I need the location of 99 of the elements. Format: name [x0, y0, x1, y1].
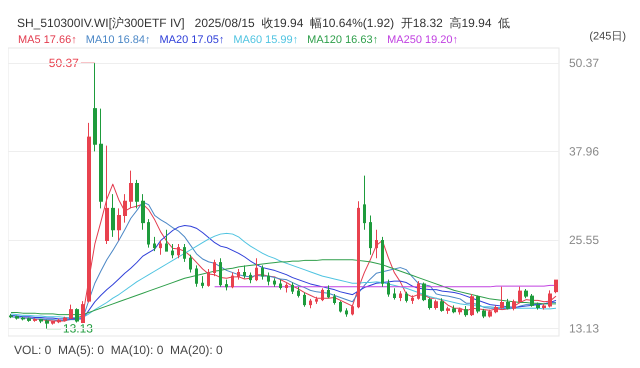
candlestick	[99, 108, 103, 209]
candlestick	[381, 236, 384, 288]
candlestick	[554, 280, 558, 294]
candlestick	[387, 279, 390, 298]
candlestick	[512, 299, 516, 311]
candlestick	[363, 175, 366, 230]
chart-title: SH_510300IV.WI[沪300ETF IV] 2025/08/15 收19.94 幅10.64%(1.92) 开18.32 高19.94 低	[17, 16, 510, 30]
candlestick	[159, 240, 162, 256]
candlestick	[69, 304, 73, 320]
candlestick	[411, 294, 414, 304]
text: MA10 16.84↑	[86, 34, 151, 46]
candlestick	[434, 299, 438, 310]
candlestick	[225, 279, 228, 291]
candlestick	[405, 291, 408, 303]
text: MA5 17.66↑	[18, 34, 77, 46]
candlestick	[375, 229, 378, 259]
candlestick	[309, 298, 312, 309]
candlestick	[464, 306, 468, 318]
candlestick	[15, 314, 19, 320]
candlestick	[123, 194, 127, 224]
candlestick	[27, 316, 31, 322]
candlestick	[45, 319, 49, 330]
text: VOL: 0 MA(5): 0 MA(10): 0 MA(20): 0	[14, 343, 224, 357]
candlestick	[147, 218, 150, 248]
candlestick	[9, 313, 13, 319]
candlestick	[201, 276, 204, 289]
line-series	[10, 259, 557, 316]
candlestick	[428, 297, 432, 310]
candlestick	[141, 194, 145, 230]
candlestick	[542, 303, 546, 310]
candlestick	[548, 290, 552, 308]
candlestick	[518, 286, 522, 304]
candlestick	[279, 279, 282, 290]
candlestick	[536, 302, 540, 310]
candlestick	[243, 264, 246, 279]
candlestick	[183, 244, 186, 262]
candlestick	[458, 306, 462, 316]
candlestick	[255, 258, 258, 282]
y-tick-label: 25.55	[569, 233, 600, 248]
candlestick	[303, 292, 306, 308]
candlestick	[21, 316, 25, 321]
candlestick	[339, 300, 342, 313]
candlestick	[135, 179, 139, 209]
candlestick	[285, 282, 288, 294]
candlestick	[291, 282, 294, 294]
candlestick	[327, 284, 330, 299]
candlestick	[165, 229, 168, 252]
y-tick-label: 13.13	[569, 322, 600, 336]
candlestick	[500, 286, 504, 310]
candlestick	[333, 293, 336, 306]
candlestick	[488, 309, 492, 318]
candlestick	[249, 272, 252, 284]
candlestick	[267, 272, 270, 286]
candlestick	[213, 259, 216, 277]
candlestick	[321, 288, 324, 302]
candlestick	[417, 280, 420, 300]
candlestick	[345, 308, 348, 318]
candlestick	[117, 208, 121, 241]
line-series	[10, 201, 557, 321]
candlestick	[93, 62, 97, 152]
text: (245日)	[589, 30, 626, 42]
candlestick	[476, 294, 480, 314]
candlestick	[470, 293, 474, 317]
candlestick	[297, 286, 300, 298]
candlestick	[369, 215, 372, 256]
candlestick	[189, 254, 192, 274]
candlestick	[261, 264, 264, 280]
candlestick	[195, 264, 198, 288]
candlestick	[237, 268, 240, 280]
candlestick	[177, 244, 180, 259]
candlestick	[446, 306, 450, 314]
candlestick	[171, 244, 174, 259]
candlestick	[482, 308, 486, 319]
y-tick-label: 50.37	[569, 56, 600, 70]
text: MA250 19.20↑	[387, 34, 458, 46]
candlestick	[153, 236, 156, 252]
candlestick	[440, 298, 444, 312]
candlestick	[351, 304, 354, 316]
candlestick	[219, 258, 222, 288]
candlestick	[399, 290, 402, 302]
candlestick	[111, 194, 115, 238]
text: MA60 15.99↑	[233, 34, 298, 46]
candlestick	[231, 272, 234, 289]
candlestick	[75, 308, 79, 323]
candlestick	[494, 304, 498, 314]
text: MA120 16.63↑	[307, 34, 378, 46]
candlestick	[273, 278, 276, 288]
candlestick	[393, 288, 396, 300]
candlestick	[452, 304, 456, 314]
candlestick	[524, 288, 528, 299]
candlestick	[207, 268, 210, 288]
text: MA20 17.05↑	[160, 34, 224, 46]
candlestick	[422, 282, 426, 302]
candlestick	[357, 200, 360, 309]
candlestick	[39, 318, 43, 324]
candlestick	[315, 296, 318, 304]
candlestick	[530, 293, 534, 308]
y-tick-label: 37.96	[569, 144, 600, 159]
candlestick	[506, 298, 510, 310]
